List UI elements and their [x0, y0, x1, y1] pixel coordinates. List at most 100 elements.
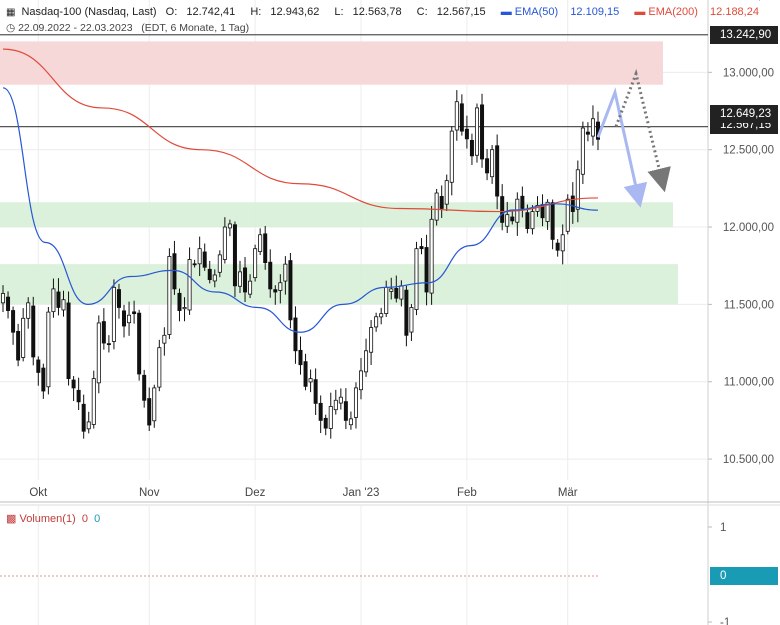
candle-body — [127, 314, 132, 324]
candle — [26, 297, 31, 329]
ema50-line — [2, 87, 599, 333]
candle — [444, 174, 449, 212]
candle — [459, 94, 464, 136]
candle-body — [323, 417, 328, 429]
candle-body — [61, 299, 66, 311]
candle-body — [409, 307, 414, 333]
candle — [389, 277, 394, 300]
resistance-zone — [0, 41, 663, 85]
x-tick-label: Jan '23 — [343, 487, 380, 499]
candle-body — [580, 127, 585, 175]
candle-body — [162, 334, 167, 344]
candle-body — [560, 234, 565, 252]
candle-body — [46, 311, 51, 388]
candle — [46, 306, 51, 395]
candle-body — [86, 421, 91, 430]
candle-body — [565, 198, 570, 232]
volume-value-2: 0 — [94, 513, 101, 525]
candle-body — [56, 291, 61, 308]
candle-body — [258, 234, 263, 252]
high-value: H: 12.943,62 — [250, 6, 320, 18]
range-meta: (EDT, 6 Monate, 1 Tag) — [141, 22, 250, 34]
candle-body — [459, 103, 464, 132]
candle-body — [227, 223, 232, 229]
candle-body — [278, 282, 283, 291]
candle — [237, 260, 242, 294]
candle — [449, 126, 454, 196]
candle-body — [172, 253, 177, 290]
candle-body — [11, 310, 16, 333]
clock-icon: ◷ — [6, 22, 16, 34]
candle-body — [26, 302, 31, 319]
candle — [0, 285, 6, 312]
ema50-legend[interactable]: ▬ EMA(50) 12.109,15 — [500, 6, 620, 18]
candle — [187, 247, 192, 315]
candle-body — [454, 101, 459, 131]
candle-body — [303, 361, 308, 387]
candle — [364, 338, 369, 377]
candle — [232, 221, 237, 298]
candle — [137, 309, 142, 381]
candle-body — [338, 396, 343, 404]
candle — [434, 188, 439, 226]
candle — [127, 301, 132, 336]
candle-body — [187, 259, 192, 311]
candle — [469, 133, 474, 165]
ema200-legend[interactable]: ▬ EMA(200) 12.188,24 — [634, 6, 759, 18]
candle — [303, 353, 308, 391]
candle-body — [21, 317, 26, 358]
candle — [550, 199, 555, 250]
volume-legend: ▩ Volumen(1) 0 0 — [6, 512, 100, 525]
candle — [409, 304, 414, 341]
candle-body — [333, 399, 338, 411]
candle-body — [263, 233, 268, 264]
candle-body — [111, 286, 116, 342]
candle — [374, 312, 379, 332]
candle — [474, 103, 479, 163]
candle-body — [404, 289, 409, 336]
candle — [590, 105, 595, 146]
candle — [212, 269, 217, 288]
candle-body — [575, 169, 580, 210]
candle-body — [510, 216, 515, 222]
candle — [585, 122, 590, 142]
candle — [313, 368, 318, 415]
candle — [217, 250, 222, 278]
candle — [253, 244, 258, 282]
y-tick-label: 12.000,00 — [723, 222, 774, 234]
candle — [56, 278, 61, 316]
projection-arrow-solid — [596, 87, 648, 208]
candle — [6, 291, 11, 319]
candle — [570, 182, 575, 224]
candle — [167, 248, 172, 339]
candle-body — [167, 256, 172, 335]
candle-body — [293, 317, 298, 352]
candle-body — [318, 402, 323, 421]
volume-y-tick-label: -1 — [720, 617, 730, 625]
volume-current-tag: 0 — [710, 567, 778, 585]
candle-body — [399, 285, 404, 300]
resistance-price-tag: 13.242,90 — [710, 26, 778, 44]
candle — [560, 224, 565, 265]
candle-body — [490, 149, 495, 178]
candle — [338, 388, 343, 410]
candle — [248, 274, 253, 299]
candle-body — [520, 195, 525, 209]
candle-body — [379, 313, 384, 318]
x-tick-label: Nov — [139, 487, 160, 499]
candle — [575, 160, 580, 223]
date-range: 22.09.2022 - 22.03.2023 — [18, 22, 133, 34]
candle — [565, 194, 570, 235]
candle-body — [545, 201, 550, 222]
candle — [192, 259, 197, 268]
y-tick-label: 11.500,00 — [724, 299, 774, 311]
candle-body — [137, 312, 142, 375]
candle-body — [142, 374, 147, 401]
candle-body — [449, 130, 454, 183]
candle — [454, 90, 459, 141]
low-value: L: 12.563,78 — [334, 6, 402, 18]
candle-body — [192, 263, 197, 266]
candle — [132, 300, 137, 324]
